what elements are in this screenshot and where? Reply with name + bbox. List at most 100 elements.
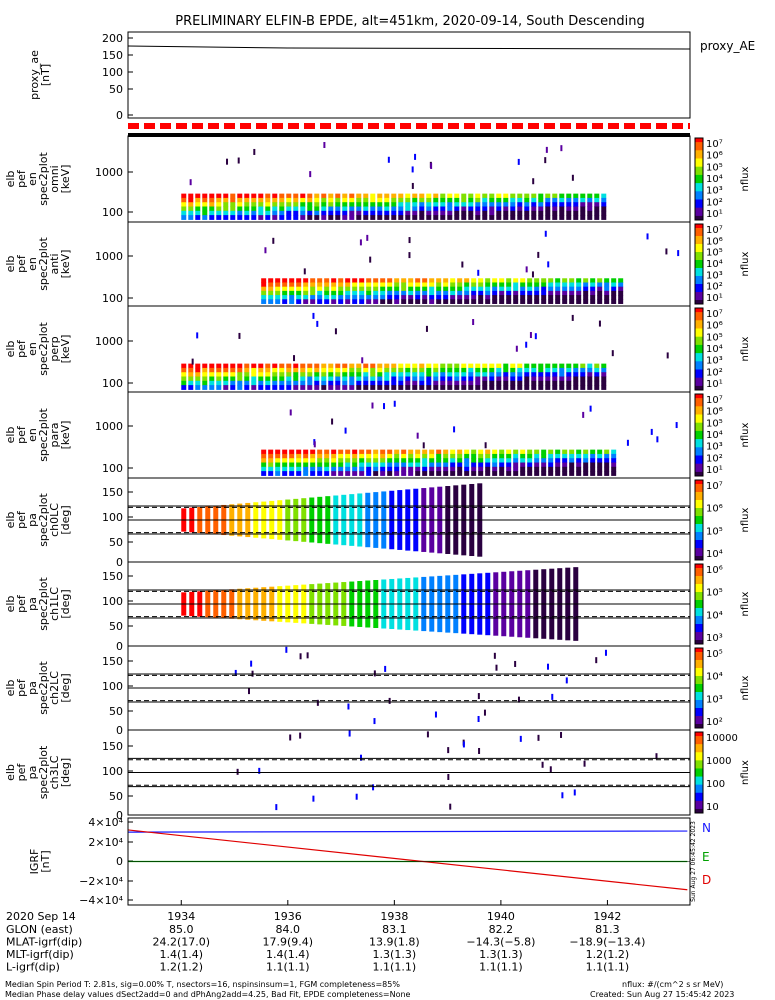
- spectrogram-pixel: [300, 376, 306, 382]
- y-axis-label-line: spec2plot: [37, 493, 50, 547]
- spectrogram-pixel: [419, 380, 425, 386]
- spectrogram-pixel: [230, 197, 236, 203]
- spectrogram-pixel: [293, 363, 299, 369]
- colorbar-segment: [695, 580, 703, 583]
- spectrogram-pixel: [359, 453, 365, 459]
- spectrogram-pixel: [303, 290, 309, 296]
- colorbar-segment: [695, 398, 703, 401]
- spectrogram-pixel: [475, 363, 481, 369]
- colorbar-segment: [695, 556, 703, 559]
- noise-pixel: [598, 320, 601, 327]
- colorbar-segment: [695, 802, 703, 806]
- spectrogram-pixel: [380, 471, 386, 476]
- colorbar-segment: [695, 676, 703, 679]
- y-tick-label: 150: [102, 740, 123, 753]
- spectrogram-pixel: [454, 210, 460, 216]
- spectrogram-pixel: [209, 206, 215, 212]
- spectrogram-pixel: [447, 385, 453, 390]
- spectrogram-pixel: [552, 372, 558, 378]
- spectrogram-pixel: [580, 367, 586, 373]
- spectrogram-pixel: [433, 206, 439, 212]
- spectrogram-pixel: [230, 367, 236, 373]
- spectrogram-pixel: [538, 202, 544, 208]
- spectrogram-pixel: [401, 449, 407, 455]
- spectrogram-pixel: [555, 278, 561, 283]
- spectrogram-pixel: [580, 210, 586, 216]
- spectrogram-pixel: [450, 453, 456, 459]
- colorbar-segment: [695, 722, 703, 725]
- spectrogram-pixel: [475, 372, 481, 378]
- y-tick-label: 1000: [95, 166, 123, 179]
- noise-pixel: [411, 182, 414, 189]
- noise-pixel: [416, 432, 419, 439]
- noise-pixel: [565, 677, 568, 684]
- footer-created: Created: Sun Aug 27 15:45:42 2023: [590, 990, 734, 999]
- spectrogram-pixel: [510, 210, 516, 216]
- spectrogram-pixel: [356, 372, 362, 378]
- spectrogram-pixel: [415, 278, 421, 283]
- spectrogram-pixel: [538, 210, 544, 216]
- colorbar-tick-label: 10⁶: [706, 565, 723, 576]
- spectrogram-pixel: [538, 385, 544, 390]
- spectrogram-pixel: [202, 385, 208, 390]
- spectrogram-pixel: [520, 471, 526, 476]
- spectrogram-pixel: [401, 462, 407, 468]
- spectrogram-pixel: [412, 215, 418, 220]
- spectrogram-pixel: [489, 372, 495, 378]
- spectrogram-pixel: [335, 385, 341, 390]
- colorbar-segment: [695, 492, 703, 495]
- spectrogram-pixel: [597, 449, 603, 455]
- spectrogram-pixel: [349, 380, 355, 386]
- spectrogram-pixel: [576, 466, 582, 472]
- spectrogram-pixel: [293, 206, 299, 212]
- spectrogram-pixel: [489, 367, 495, 373]
- spectrogram-pixel: [384, 376, 390, 382]
- spectrogram-pixel: [587, 363, 593, 369]
- spectrogram-pixel: [583, 290, 589, 296]
- spectrogram-pixel: [272, 376, 278, 382]
- spectrogram-pixel: [384, 202, 390, 208]
- spectrogram-pixel: [510, 197, 516, 203]
- colorbar-segment: [695, 510, 703, 513]
- spectrogram-pixel: [195, 376, 201, 382]
- spectrogram-pixel: [310, 471, 316, 476]
- spectrogram-pixel: [209, 215, 215, 220]
- noise-pixel: [611, 350, 614, 357]
- spectrogram-pixel: [244, 380, 250, 386]
- spectrogram-pixel: [261, 462, 267, 468]
- colorbar-segment: [695, 400, 703, 403]
- spectrogram-pixel: [506, 295, 512, 300]
- y-tick-label: 150: [102, 486, 123, 499]
- noise-pixel: [388, 697, 391, 704]
- spectrogram-pixel: [317, 299, 323, 304]
- spectrogram-pixel: [181, 202, 187, 208]
- colorbar-segment: [695, 367, 703, 370]
- spectrogram-pixel: [321, 376, 327, 382]
- noise-pixel: [359, 754, 362, 761]
- spectrogram-pixel: [485, 299, 491, 304]
- spectrogram-pixel: [475, 367, 481, 373]
- colorbar-segment: [695, 654, 703, 657]
- spectrogram-pixel: [422, 453, 428, 459]
- spectrogram-pixel: [282, 458, 288, 464]
- colorbar-tick-label: 10⁴: [706, 174, 723, 185]
- spectrogram-pixel: [321, 367, 327, 373]
- spectrogram-pixel: [331, 471, 337, 476]
- spectrogram-pixel: [524, 363, 530, 369]
- colorbar-segment: [695, 183, 703, 186]
- spectrogram-pixel: [349, 215, 355, 220]
- spectrogram-pixel: [415, 282, 421, 288]
- spectrogram-pixel: [223, 376, 229, 382]
- spectrogram-pixel: [513, 462, 519, 468]
- spectrogram-pixel: [569, 471, 575, 476]
- ephemeris-value: 1.3(1.3): [479, 948, 523, 961]
- colorbar-segment: [695, 558, 703, 561]
- spectrogram-pixel: [286, 215, 292, 220]
- spectrogram-pixel: [412, 367, 418, 373]
- y-axis-label-line: pef: [15, 678, 28, 697]
- colorbar-segment: [695, 199, 703, 203]
- spectrogram-pixel: [335, 193, 341, 199]
- colorbar-segment: [695, 520, 703, 523]
- spectrogram-pixel: [524, 372, 530, 378]
- spectrogram-pixel: [604, 471, 610, 476]
